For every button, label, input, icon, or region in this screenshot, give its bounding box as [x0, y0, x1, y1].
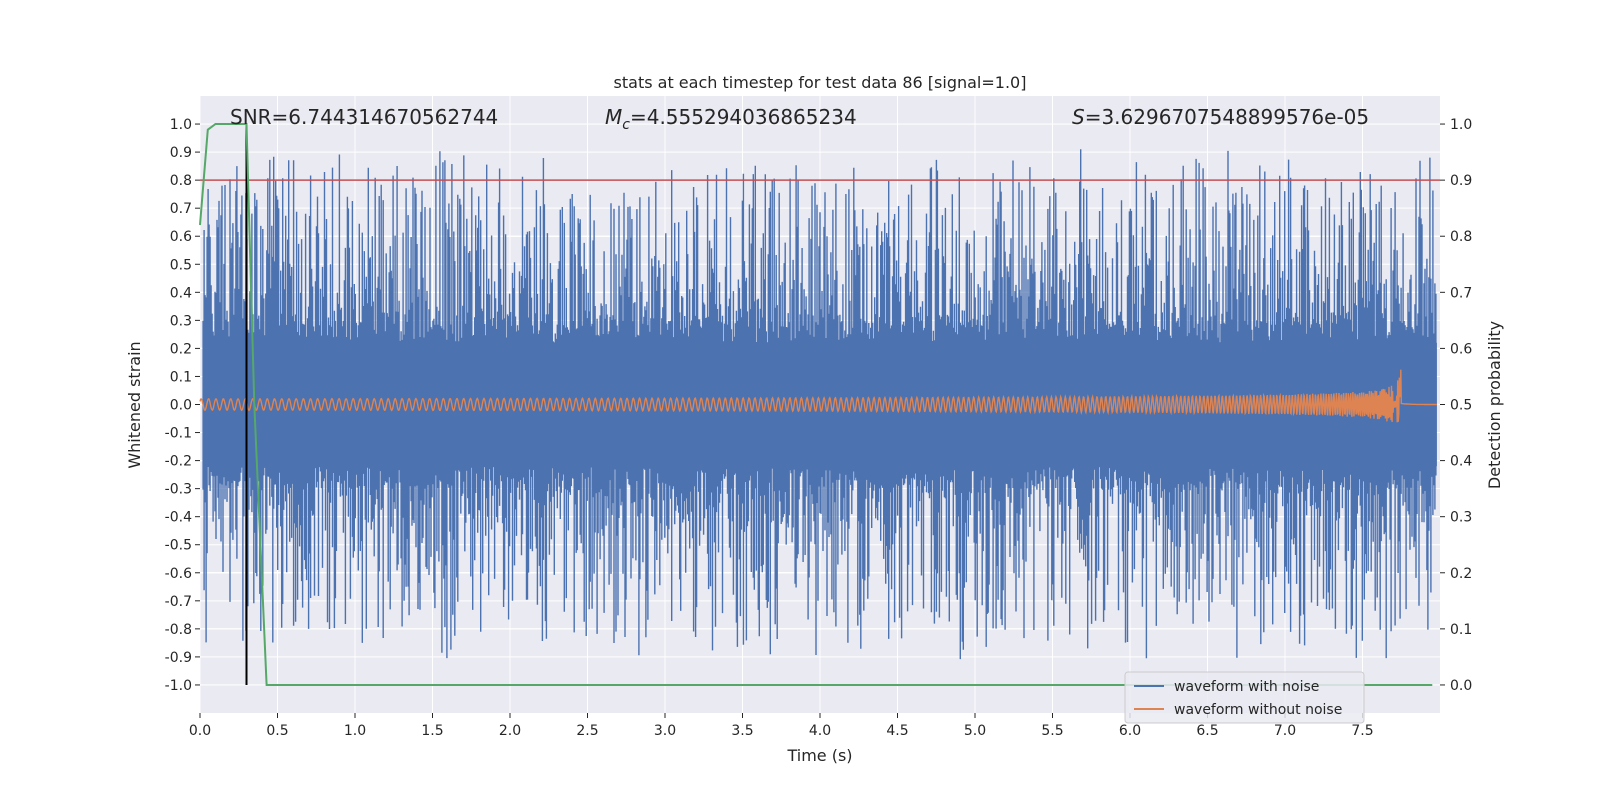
x-tick-label: 2.0 [499, 723, 521, 739]
x-tick-label: 4.0 [809, 723, 831, 739]
x-axis-label: Time (s) [786, 746, 852, 765]
y-tick-label: -0.8 [165, 622, 192, 638]
series-detection-probability [199, 123, 1433, 686]
y-tick-label: 0.0 [170, 398, 192, 414]
y-tick-label: -0.6 [165, 566, 192, 582]
x-tick-label: 4.5 [886, 723, 908, 739]
s-symbol: S [1072, 105, 1085, 129]
y-axis-label: Whitened strain [125, 341, 144, 468]
s-value: =3.6296707548899576e-05 [1085, 105, 1369, 129]
snr-annotation: SNR=6.744314670562744 [230, 105, 498, 129]
chirp-mass-symbol: M [605, 105, 622, 129]
y2-tick-label: 1.0 [1450, 117, 1472, 133]
y2-axis-label: Detection probability [1485, 321, 1504, 489]
clean-waveform-trace [199, 369, 1437, 423]
y-tick-label: 0.2 [170, 341, 192, 357]
legend-box [1124, 671, 1365, 724]
chart-title: stats at each timestep for test data 86 … [614, 73, 1027, 92]
left-axis-ticks: 1.0 0.9 0.8 0.7 0.6 0.5 0.4 0.3 0.2 0.1 0.0 -0.1 -0.… [165, 117, 200, 694]
x-tick-label: 1.5 [421, 723, 443, 739]
y-tick-label: 0.5 [170, 257, 192, 273]
y-tick-label: -1.0 [165, 678, 192, 694]
x-tick-label: 7.0 [1274, 723, 1296, 739]
chirp-mass-value: =4.555294036865234 [630, 105, 857, 129]
legend-label-clean: waveform without noise [1174, 702, 1342, 718]
y-tick-label: 0.3 [170, 313, 192, 329]
y-tick-label: -0.9 [165, 650, 192, 666]
y-tick-label: 0.4 [170, 285, 192, 301]
y-tick-label: 0.7 [170, 201, 192, 217]
y2-tick-label: 0.9 [1450, 173, 1472, 189]
y-tick-label: -0.5 [165, 538, 192, 554]
y-tick-label: -0.1 [165, 426, 192, 442]
x-tick-label: 0.5 [266, 723, 288, 739]
y-tick-label: -0.2 [165, 454, 192, 470]
y2-tick-label: 0.6 [1450, 341, 1472, 357]
legend: waveform with noise waveform without noi… [1124, 671, 1365, 724]
y2-tick-label: 0.5 [1450, 398, 1472, 414]
x-tick-label: 3.0 [654, 723, 676, 739]
y2-tick-label: 0.4 [1450, 454, 1472, 470]
detection-probability-line [199, 123, 1433, 686]
y-tick-label: 0.1 [170, 369, 192, 385]
series-waveform-without-noise [199, 369, 1437, 423]
x-tick-label: 5.5 [1041, 723, 1063, 739]
x-tick-label: 5.0 [964, 723, 986, 739]
y2-tick-label: 0.2 [1450, 566, 1472, 582]
y-tick-label: -0.4 [165, 510, 192, 526]
y2-tick-label: 0.8 [1450, 229, 1472, 245]
x-tick-label: 0.0 [189, 723, 211, 739]
x-tick-label: 1.0 [344, 723, 366, 739]
y-tick-label: -0.3 [165, 482, 192, 498]
y-tick-label: 0.6 [170, 229, 192, 245]
y-tick-label: 0.9 [170, 145, 192, 161]
right-axis-ticks: 1.0 0.9 0.8 0.7 0.6 0.5 0.4 0.3 0.2 0.1 0.0 [1440, 117, 1472, 694]
s-annotation: S=3.6296707548899576e-05 [1072, 105, 1369, 129]
y-tick-label: 0.8 [170, 173, 192, 189]
y2-tick-label: 0.1 [1450, 622, 1472, 638]
y-tick-label: 1.0 [170, 117, 192, 133]
y-tick-label: -0.7 [165, 594, 192, 610]
y2-tick-label: 0.7 [1450, 285, 1472, 301]
x-tick-label: 6.0 [1119, 723, 1141, 739]
x-tick-label: 3.5 [731, 723, 753, 739]
chirp-mass-subscript: c [622, 117, 630, 133]
x-axis-ticks: 0.0 0.5 1.0 1.5 2.0 2.5 3.0 3.5 4.0 4.5 5.0 5.5 6.0 6… [189, 713, 1374, 739]
chirp-mass-annotation: Mc=4.555294036865234 [605, 105, 857, 133]
x-tick-label: 7.5 [1351, 723, 1373, 739]
reference-lines [200, 124, 1440, 685]
y2-tick-label: 0.0 [1450, 678, 1472, 694]
legend-label-noisy: waveform with noise [1174, 679, 1319, 695]
x-tick-label: 2.5 [576, 723, 598, 739]
x-tick-label: 6.5 [1196, 723, 1218, 739]
y2-tick-label: 0.3 [1450, 510, 1472, 526]
